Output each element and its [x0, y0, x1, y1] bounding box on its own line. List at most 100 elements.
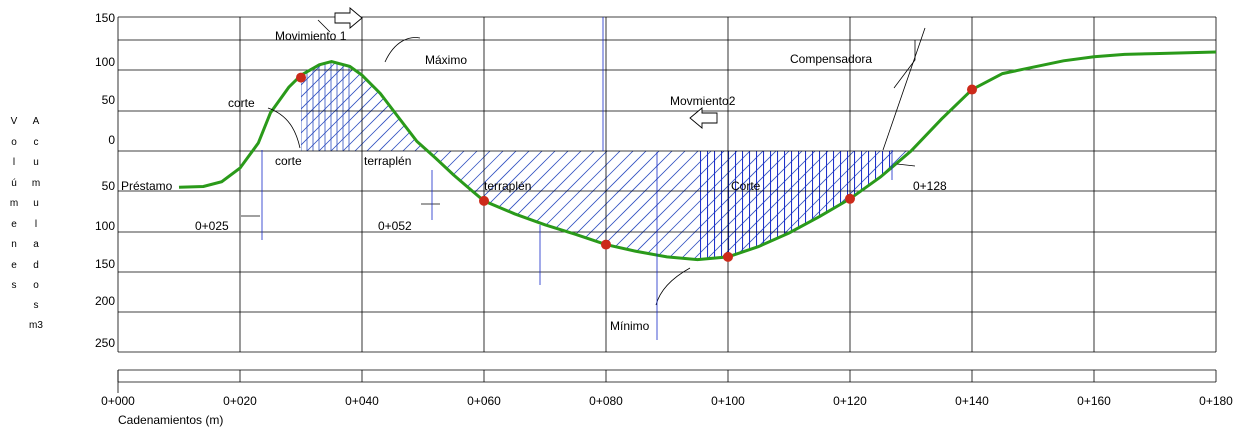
y-title-char: m3	[29, 320, 43, 331]
hatch-mark	[423, 149, 453, 260]
hatch-mark	[254, 150, 374, 270]
hatch-mark	[695, 149, 817, 260]
x-tick-label: 0+160	[1077, 394, 1111, 408]
x-tick-label: 0+080	[589, 394, 623, 408]
y-title-char: o	[33, 280, 39, 291]
hatch-mark	[838, 149, 911, 260]
hatch-mark	[1177, 150, 1248, 270]
hatch-mark	[643, 149, 765, 260]
hatch-mark	[1203, 150, 1248, 270]
y-title-char: e	[11, 219, 17, 230]
hatch-mark	[423, 149, 440, 260]
hatch-mark	[1242, 150, 1248, 270]
y-axis-title: V o l ú m e n e s A c u m u l a d o s m3	[10, 116, 44, 331]
hatch-mark	[1060, 150, 1180, 270]
pointer-maximo	[384, 37, 421, 63]
hatch-mark	[85, 150, 205, 270]
hatch-mark	[423, 149, 531, 260]
y-title-char: u	[33, 198, 39, 209]
hatch-mark	[669, 149, 791, 260]
hatch-mark	[454, 40, 574, 160]
hatch-mark	[502, 40, 622, 160]
hatch-mark	[98, 150, 218, 270]
hatch-mark	[874, 40, 994, 160]
hatch-mark	[46, 150, 166, 270]
y-title-char: c	[34, 137, 39, 148]
hatch-mark	[154, 40, 274, 160]
hatched-volume-areas	[0, 40, 1248, 270]
annotation-compensadora: Compensadora	[790, 52, 872, 66]
y-title-char: V	[11, 116, 18, 127]
hatch-mark	[321, 61, 430, 153]
y-axis-tick-labels: 150 100 50 0 50 100 150 200 250	[95, 11, 115, 350]
hatch-mark	[490, 40, 610, 160]
pointer-station-128	[896, 163, 916, 167]
y-title-char: m	[10, 198, 18, 209]
hatch-mark	[565, 149, 687, 260]
y-tick-label: 0	[108, 133, 115, 147]
curve-marker-point	[601, 239, 611, 250]
hatch-mark	[423, 149, 492, 260]
annotation-maximo: Máximo	[425, 53, 467, 67]
hatch-mark	[1021, 150, 1141, 270]
hatch-mark	[423, 149, 479, 260]
x-tick-label: 0+140	[955, 394, 989, 408]
hatch-mark	[228, 150, 348, 270]
hatch-mark	[890, 149, 911, 260]
y-title-char: o	[11, 137, 17, 148]
hatch-mark	[461, 149, 583, 260]
annotation-station-025: 0+025	[195, 219, 229, 233]
movement-arrow-left-icon	[689, 107, 718, 129]
y-title-char: ú	[11, 178, 17, 189]
hatch-mark	[930, 150, 1050, 270]
pointer-corte	[267, 107, 301, 149]
hatch-mark	[562, 40, 682, 160]
x-tick-label: 0+000	[101, 394, 135, 408]
hatch-mark	[241, 150, 361, 270]
x-tick-label: 0+040	[345, 394, 379, 408]
x-tick-label: 0+100	[711, 394, 745, 408]
annotation-minimo: Mínimo	[610, 319, 650, 333]
movement-arrow-right-icon	[334, 7, 363, 29]
pointer-movimiento1	[317, 19, 331, 33]
hatch-mark	[617, 149, 739, 260]
y-title-char: d	[33, 260, 39, 271]
hatch-mark	[862, 40, 982, 160]
hatch-mark	[552, 149, 674, 260]
x-axis-tick-labels: 0+000 0+020 0+040 0+060 0+080 0+100 0+12…	[101, 394, 1233, 408]
hatch-mark	[1190, 150, 1248, 270]
hatch-mark	[381, 61, 430, 153]
hatch-mark	[917, 150, 1037, 270]
hatch-mark	[423, 149, 427, 260]
y-title-char: s	[34, 300, 39, 311]
annotation-corte-right: Corte	[731, 179, 761, 193]
hatch-mark	[982, 150, 1102, 270]
hatch-mark	[301, 61, 395, 153]
hatch-mark	[1112, 150, 1232, 270]
hatch-mark	[124, 150, 244, 270]
y-tick-label: 150	[95, 257, 115, 271]
annotation-station-128: 0+128	[913, 179, 947, 193]
hatch-mark	[301, 61, 407, 153]
hatch-mark	[1073, 150, 1193, 270]
annotation-pointers	[241, 17, 926, 340]
annotation-movimiento1: Movimiento 1	[275, 29, 347, 43]
hatch-mark	[538, 40, 658, 160]
hatch-mark	[886, 40, 1006, 160]
y-tick-label: 50	[102, 179, 116, 193]
y-title-char: u	[33, 157, 39, 168]
y-title-char: a	[33, 239, 39, 250]
hatch-mark	[59, 150, 179, 270]
hatch-mark	[33, 150, 153, 270]
x-axis-title: Cadenamientos (m)	[118, 413, 223, 427]
hatch-mark	[591, 149, 713, 260]
hatch-mark	[995, 150, 1115, 270]
curve-marker-point	[479, 195, 489, 206]
y-title-char: n	[11, 239, 17, 250]
hatch-mark	[760, 149, 882, 260]
hatch-mark	[163, 150, 283, 270]
hatch-mark	[0, 40, 34, 160]
hatch-mark	[478, 40, 598, 160]
hatch-mark	[293, 150, 413, 270]
